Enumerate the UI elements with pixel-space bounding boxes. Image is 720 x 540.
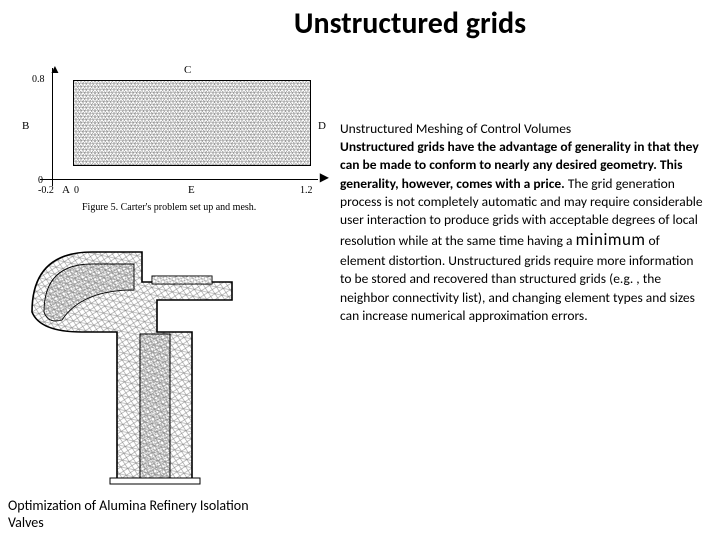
fig1-ytick-top: 0.8 [32,74,45,85]
fig1-label-C: C [184,64,191,76]
content-row: ▲ ▶ 0.8 0 -0.2 0 1.2 A B C D E [10,50,710,492]
slide: Unstructured grids ▲ ▶ 0.8 0 -0.2 0 [0,0,720,540]
body-subtitle: Unstructured Meshing of Control Volumes [340,120,571,137]
fig1-label-E: E [188,184,195,196]
fig1-axes: ▲ ▶ 0.8 0 -0.2 0 1.2 A B C D E [40,68,320,188]
fig1-caption: Figure 5. Carter's problem set up and me… [82,202,256,213]
fig1-label-A: A [62,184,70,196]
fig1-xtick-1: 0 [74,185,79,196]
figures-column: ▲ ▶ 0.8 0 -0.2 0 1.2 A B C D E [10,50,330,492]
fig1-x-axis-line [40,179,318,180]
body-emph: minimum [576,229,646,250]
fig1-xtick-2: 1.2 [300,185,313,196]
fig2-bonnet-mesh [152,276,212,284]
page-title: Unstructured grids [10,5,710,42]
fig1-xtick-0: -0.2 [38,185,54,196]
fig1-mesh-region [73,80,311,166]
body-text: Unstructured Meshing of Control Volumes … [340,50,710,492]
bottom-caption: Optimization of Alumina Refinery Isolati… [8,498,268,532]
body-paragraph: Unstructured Meshing of Control Volumes … [340,120,708,325]
fig2-svg [22,242,282,492]
fig1-label-B: B [22,120,29,132]
fig1-label-D: D [318,120,326,132]
figure-2-valve-mesh [22,242,282,492]
fig1-y-axis-line [52,68,53,186]
fig2-bottom-flange [110,478,200,484]
fig1-x-arrow-icon: ▶ [320,170,329,185]
fig1-y-arrow-icon: ▲ [49,62,61,77]
fig2-bore [140,334,170,480]
figure-1-carter-problem: ▲ ▶ 0.8 0 -0.2 0 1.2 A B C D E [10,60,330,230]
